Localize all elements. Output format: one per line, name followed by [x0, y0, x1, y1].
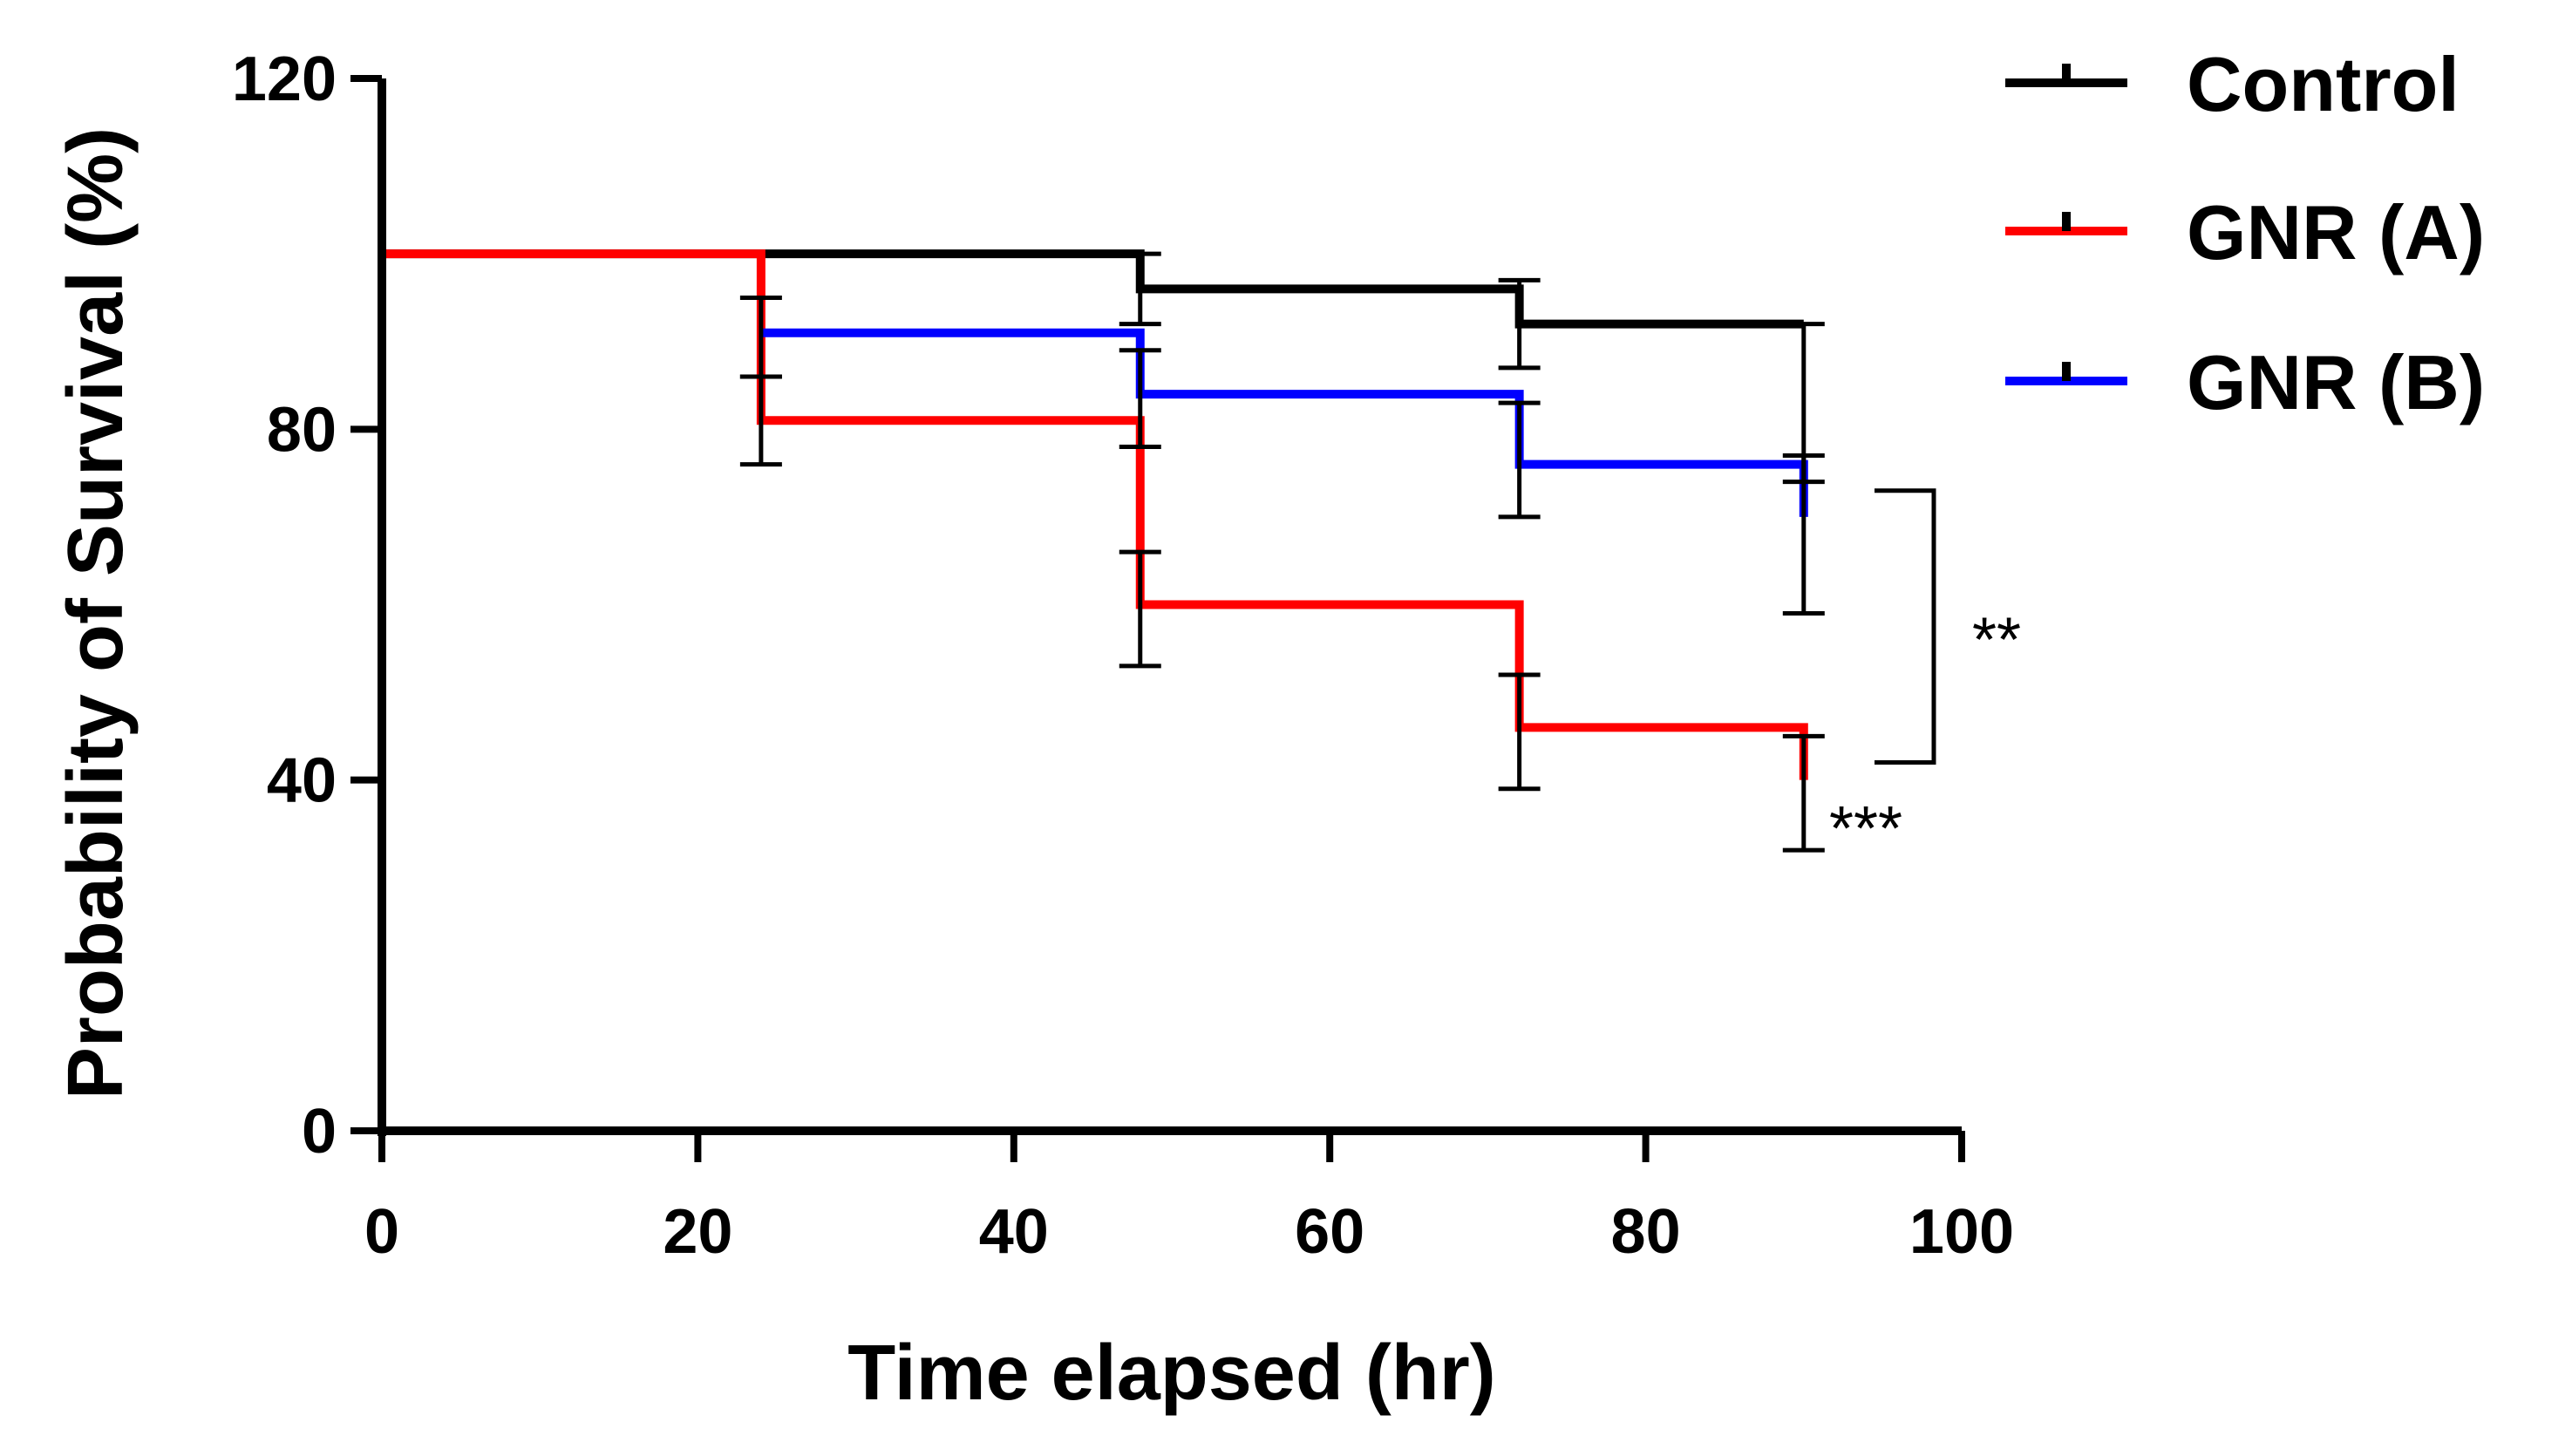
error-bar-0-1: [1498, 277, 1541, 371]
y-tick-label-0: 0: [302, 1097, 337, 1167]
error-bar-1-3: [1782, 733, 1825, 853]
significance-bracket: [1875, 488, 1936, 765]
x-tick-label-5: 100: [1909, 1197, 2014, 1267]
error-bar-1-2: [1498, 672, 1541, 792]
x-tick-label-0: 0: [364, 1197, 399, 1267]
series-line-0: [382, 249, 1804, 329]
axes-layer: 0 20 40 60 80 100 0 40 80 120 Time elapsed (hr) Pro…: [52, 44, 2014, 1417]
series-line-2: [760, 328, 1808, 517]
significance-label-double: **: [1972, 606, 2021, 676]
legend-label: Control: [2187, 41, 2460, 127]
y-tick-label-2: 80: [267, 395, 337, 465]
errorbar-layer: [739, 251, 1825, 853]
y-tick-label-3: 120: [232, 44, 337, 114]
legend-item-0: Control: [2005, 41, 2460, 127]
error-bar-1-1: [1119, 549, 1161, 669]
legend-item-2: GNR (B): [2005, 339, 2485, 425]
legend: Control GNR (A) GNR (B): [2005, 41, 2485, 425]
error-bar-0-0: [1119, 251, 1161, 327]
legend-label: GNR (A): [2187, 189, 2485, 276]
error-bar-2-1: [1119, 348, 1161, 449]
x-tick-label-4: 80: [1611, 1197, 1681, 1267]
x-tick-label-2: 40: [979, 1197, 1049, 1267]
error-bar-2-0: [739, 295, 782, 379]
x-axis-title: Time elapsed (hr): [847, 1330, 1496, 1417]
error-bar-2-3: [1782, 453, 1825, 616]
y-axis-title: Probability of Survival (%): [52, 127, 139, 1099]
series-layer: [382, 249, 1808, 780]
legend-item-1: GNR (A): [2005, 189, 2485, 276]
error-bar-2-2: [1498, 400, 1541, 520]
x-tick-label-1: 20: [663, 1197, 732, 1267]
legend-label: GNR (B): [2187, 339, 2485, 425]
x-tick-label-3: 60: [1295, 1197, 1364, 1267]
y-tick-label-1: 40: [267, 746, 337, 816]
significance-label-triple: ***: [1829, 794, 1902, 864]
annotations: *****: [1829, 488, 2021, 864]
